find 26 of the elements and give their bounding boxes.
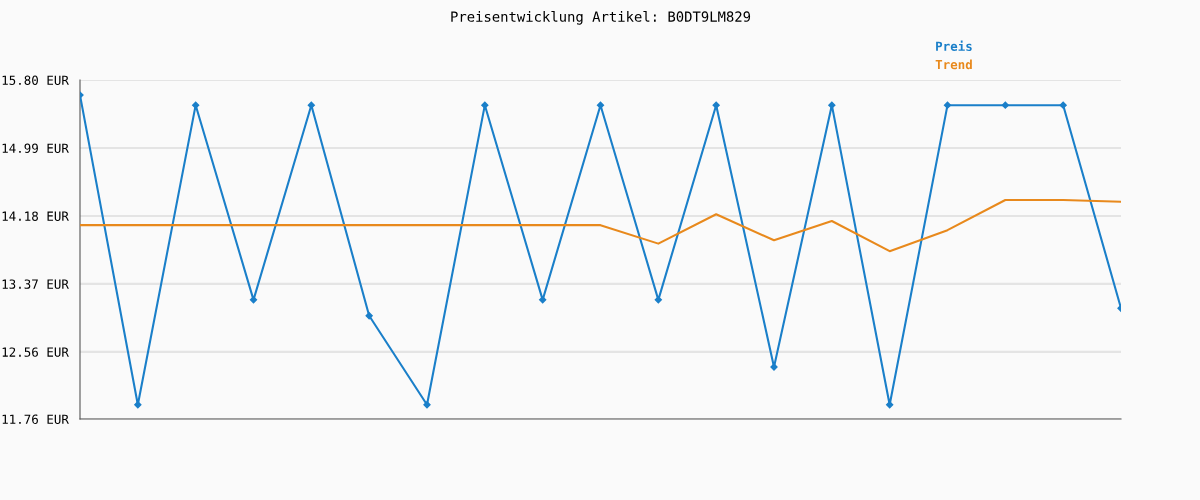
point [596, 101, 605, 109]
point [192, 101, 200, 109]
point [828, 101, 836, 109]
point [539, 296, 547, 304]
text: Trend [935, 59, 972, 70]
line-series [80, 198, 1121, 253]
point [307, 101, 315, 109]
point [654, 296, 662, 304]
y-tick-label: 11.76 EUR [2, 414, 69, 424]
y-tick-label: 12.56 EUR [2, 347, 69, 357]
point [943, 101, 952, 109]
text: Preis [936, 40, 972, 51]
y-tick-label: 14.18 EUR [2, 211, 69, 221]
point [423, 401, 431, 409]
point [134, 401, 142, 409]
point [1059, 101, 1067, 109]
y-tick-label: 14.99 EUR [2, 143, 69, 153]
y-tick-label: 15.80 EUR [2, 75, 69, 85]
point [1001, 101, 1009, 109]
chart-title: Preisentwicklung Artikel: B0DT9LM829 [451, 11, 751, 25]
point [249, 296, 258, 304]
point [712, 101, 720, 109]
point [481, 101, 489, 109]
point [365, 312, 373, 320]
y-tick-label: 13.37 EUR [2, 279, 69, 289]
point [886, 401, 894, 409]
